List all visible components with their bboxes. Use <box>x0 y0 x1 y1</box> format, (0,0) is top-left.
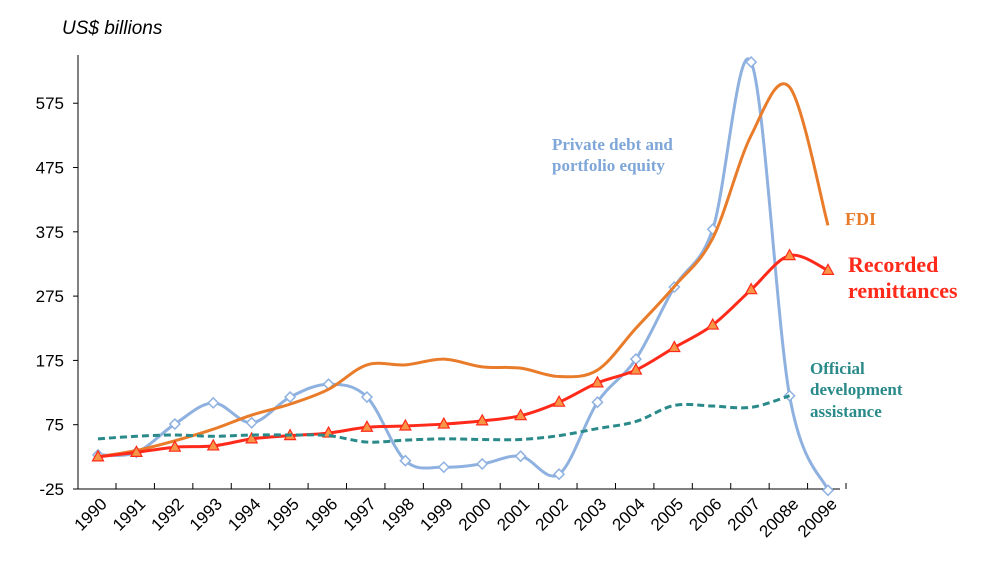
point <box>590 375 604 388</box>
series-line <box>97 57 830 491</box>
x-tick-label: 1992 <box>147 494 187 534</box>
series-line <box>97 82 830 459</box>
x-tick-label: 2003 <box>570 494 610 534</box>
x-tick-label: 2008e <box>756 494 803 541</box>
point <box>514 408 528 421</box>
point <box>91 449 105 462</box>
point <box>475 413 489 426</box>
point <box>437 416 451 429</box>
point <box>745 56 758 69</box>
x-tick-label: 2009e <box>794 494 841 541</box>
x-tick-label: 2000 <box>455 494 495 534</box>
point <box>629 362 643 375</box>
series-label: Recorded remittances <box>848 252 958 304</box>
y-tick-label: 175 <box>36 351 64 370</box>
point <box>360 420 374 432</box>
point <box>284 390 297 404</box>
point <box>437 461 450 474</box>
point <box>783 248 797 261</box>
y-tick-label: -25 <box>39 480 64 499</box>
x-tick-label: 2001 <box>493 494 533 534</box>
y-tick-label: 275 <box>36 287 64 306</box>
point <box>206 438 220 451</box>
point <box>168 418 181 431</box>
y-tick-label: 75 <box>45 416 64 435</box>
point <box>514 450 527 463</box>
x-tick-label: 2005 <box>647 494 687 534</box>
series-line <box>97 253 829 459</box>
x-tick-label: 1991 <box>109 494 149 534</box>
point <box>360 390 374 404</box>
x-tick-label: 1999 <box>416 494 456 534</box>
x-tick-label: 2002 <box>532 494 572 534</box>
point <box>245 431 259 444</box>
point <box>168 439 182 452</box>
point <box>783 389 796 402</box>
point <box>207 396 220 409</box>
x-tick-label: 1997 <box>340 494 380 534</box>
x-tick-label: 1993 <box>186 494 226 534</box>
y-tick-label: 475 <box>36 159 64 178</box>
x-tick-label: 1998 <box>378 494 418 534</box>
point <box>821 484 835 497</box>
point <box>552 468 566 481</box>
series-line <box>97 394 791 444</box>
point <box>399 454 412 467</box>
point <box>398 418 412 431</box>
x-tick-label: 2004 <box>609 494 649 534</box>
point <box>744 282 758 295</box>
y-tick-label: 375 <box>36 223 64 242</box>
x-tick-label: 1990 <box>71 494 111 534</box>
point <box>667 340 681 353</box>
point <box>552 394 566 407</box>
point <box>821 263 835 275</box>
series-label: Private debt and portfolio equity <box>552 135 673 176</box>
y-tick-label: 575 <box>36 94 64 113</box>
series-label: FDI <box>845 209 876 229</box>
point <box>591 396 604 409</box>
point <box>245 416 258 429</box>
x-tick-label: 1995 <box>263 494 303 534</box>
point <box>706 317 720 330</box>
point <box>129 445 143 457</box>
x-tick-label: 1996 <box>301 494 341 534</box>
series-label: Official development assistance <box>810 359 903 421</box>
point <box>476 457 489 470</box>
x-tick-label: 1994 <box>224 494 264 534</box>
x-tick-label: 2006 <box>685 494 725 534</box>
y-axis-title: US$ billions <box>62 18 163 39</box>
